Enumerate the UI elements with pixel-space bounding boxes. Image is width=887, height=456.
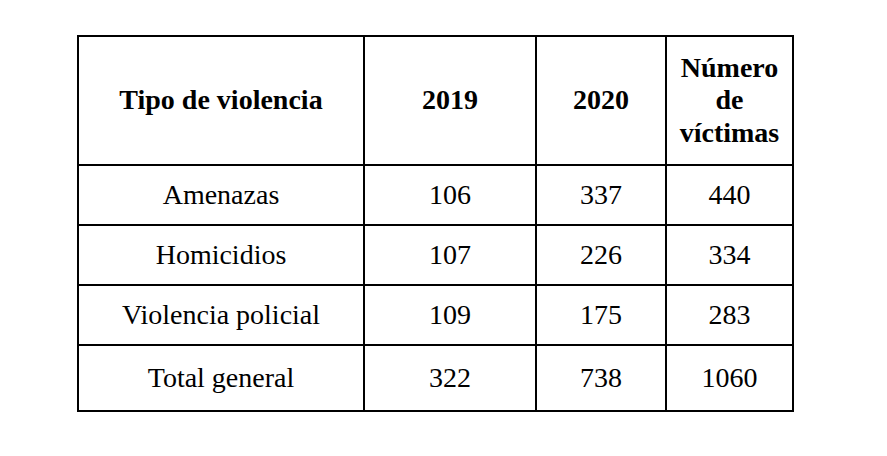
cell-violencia-policial-total: 283 — [666, 285, 793, 345]
cell-total-general-total: 1060 — [666, 345, 793, 411]
cell-amenazas-total: 440 — [666, 165, 793, 225]
cell-homicidios-total: 334 — [666, 225, 793, 285]
cell-homicidios-label: Homicidios — [78, 225, 364, 285]
cell-amenazas-label: Amenazas — [78, 165, 364, 225]
header-cell-tipo-de-violencia: Tipo de violencia — [78, 36, 364, 165]
cell-amenazas-2019: 106 — [364, 165, 536, 225]
cell-violencia-policial-label: Violencia policial — [78, 285, 364, 345]
table-row-amenazas: Amenazas 106 337 440 — [78, 165, 793, 225]
violence-victims-table-container: Tipo de violencia 2019 2020 Número de ví… — [77, 35, 794, 412]
table-row-total-general: Total general 322 738 1060 — [78, 345, 793, 411]
header-cell-numero-de-victimas-label: Número de víctimas — [678, 52, 782, 149]
table-row-homicidios: Homicidios 107 226 334 — [78, 225, 793, 285]
header-cell-2020: 2020 — [536, 36, 666, 165]
cell-homicidios-2020: 226 — [536, 225, 666, 285]
header-row: Tipo de violencia 2019 2020 Número de ví… — [78, 36, 793, 165]
cell-violencia-policial-2019: 109 — [364, 285, 536, 345]
cell-total-general-label: Total general — [78, 345, 364, 411]
header-cell-2019: 2019 — [364, 36, 536, 165]
cell-homicidios-2019: 107 — [364, 225, 536, 285]
cell-total-general-2019: 322 — [364, 345, 536, 411]
table-row-violencia-policial: Violencia policial 109 175 283 — [78, 285, 793, 345]
violence-victims-table: Tipo de violencia 2019 2020 Número de ví… — [77, 35, 794, 412]
cell-amenazas-2020: 337 — [536, 165, 666, 225]
cell-total-general-2020: 738 — [536, 345, 666, 411]
header-cell-numero-de-victimas: Número de víctimas — [666, 36, 793, 165]
cell-violencia-policial-2020: 175 — [536, 285, 666, 345]
